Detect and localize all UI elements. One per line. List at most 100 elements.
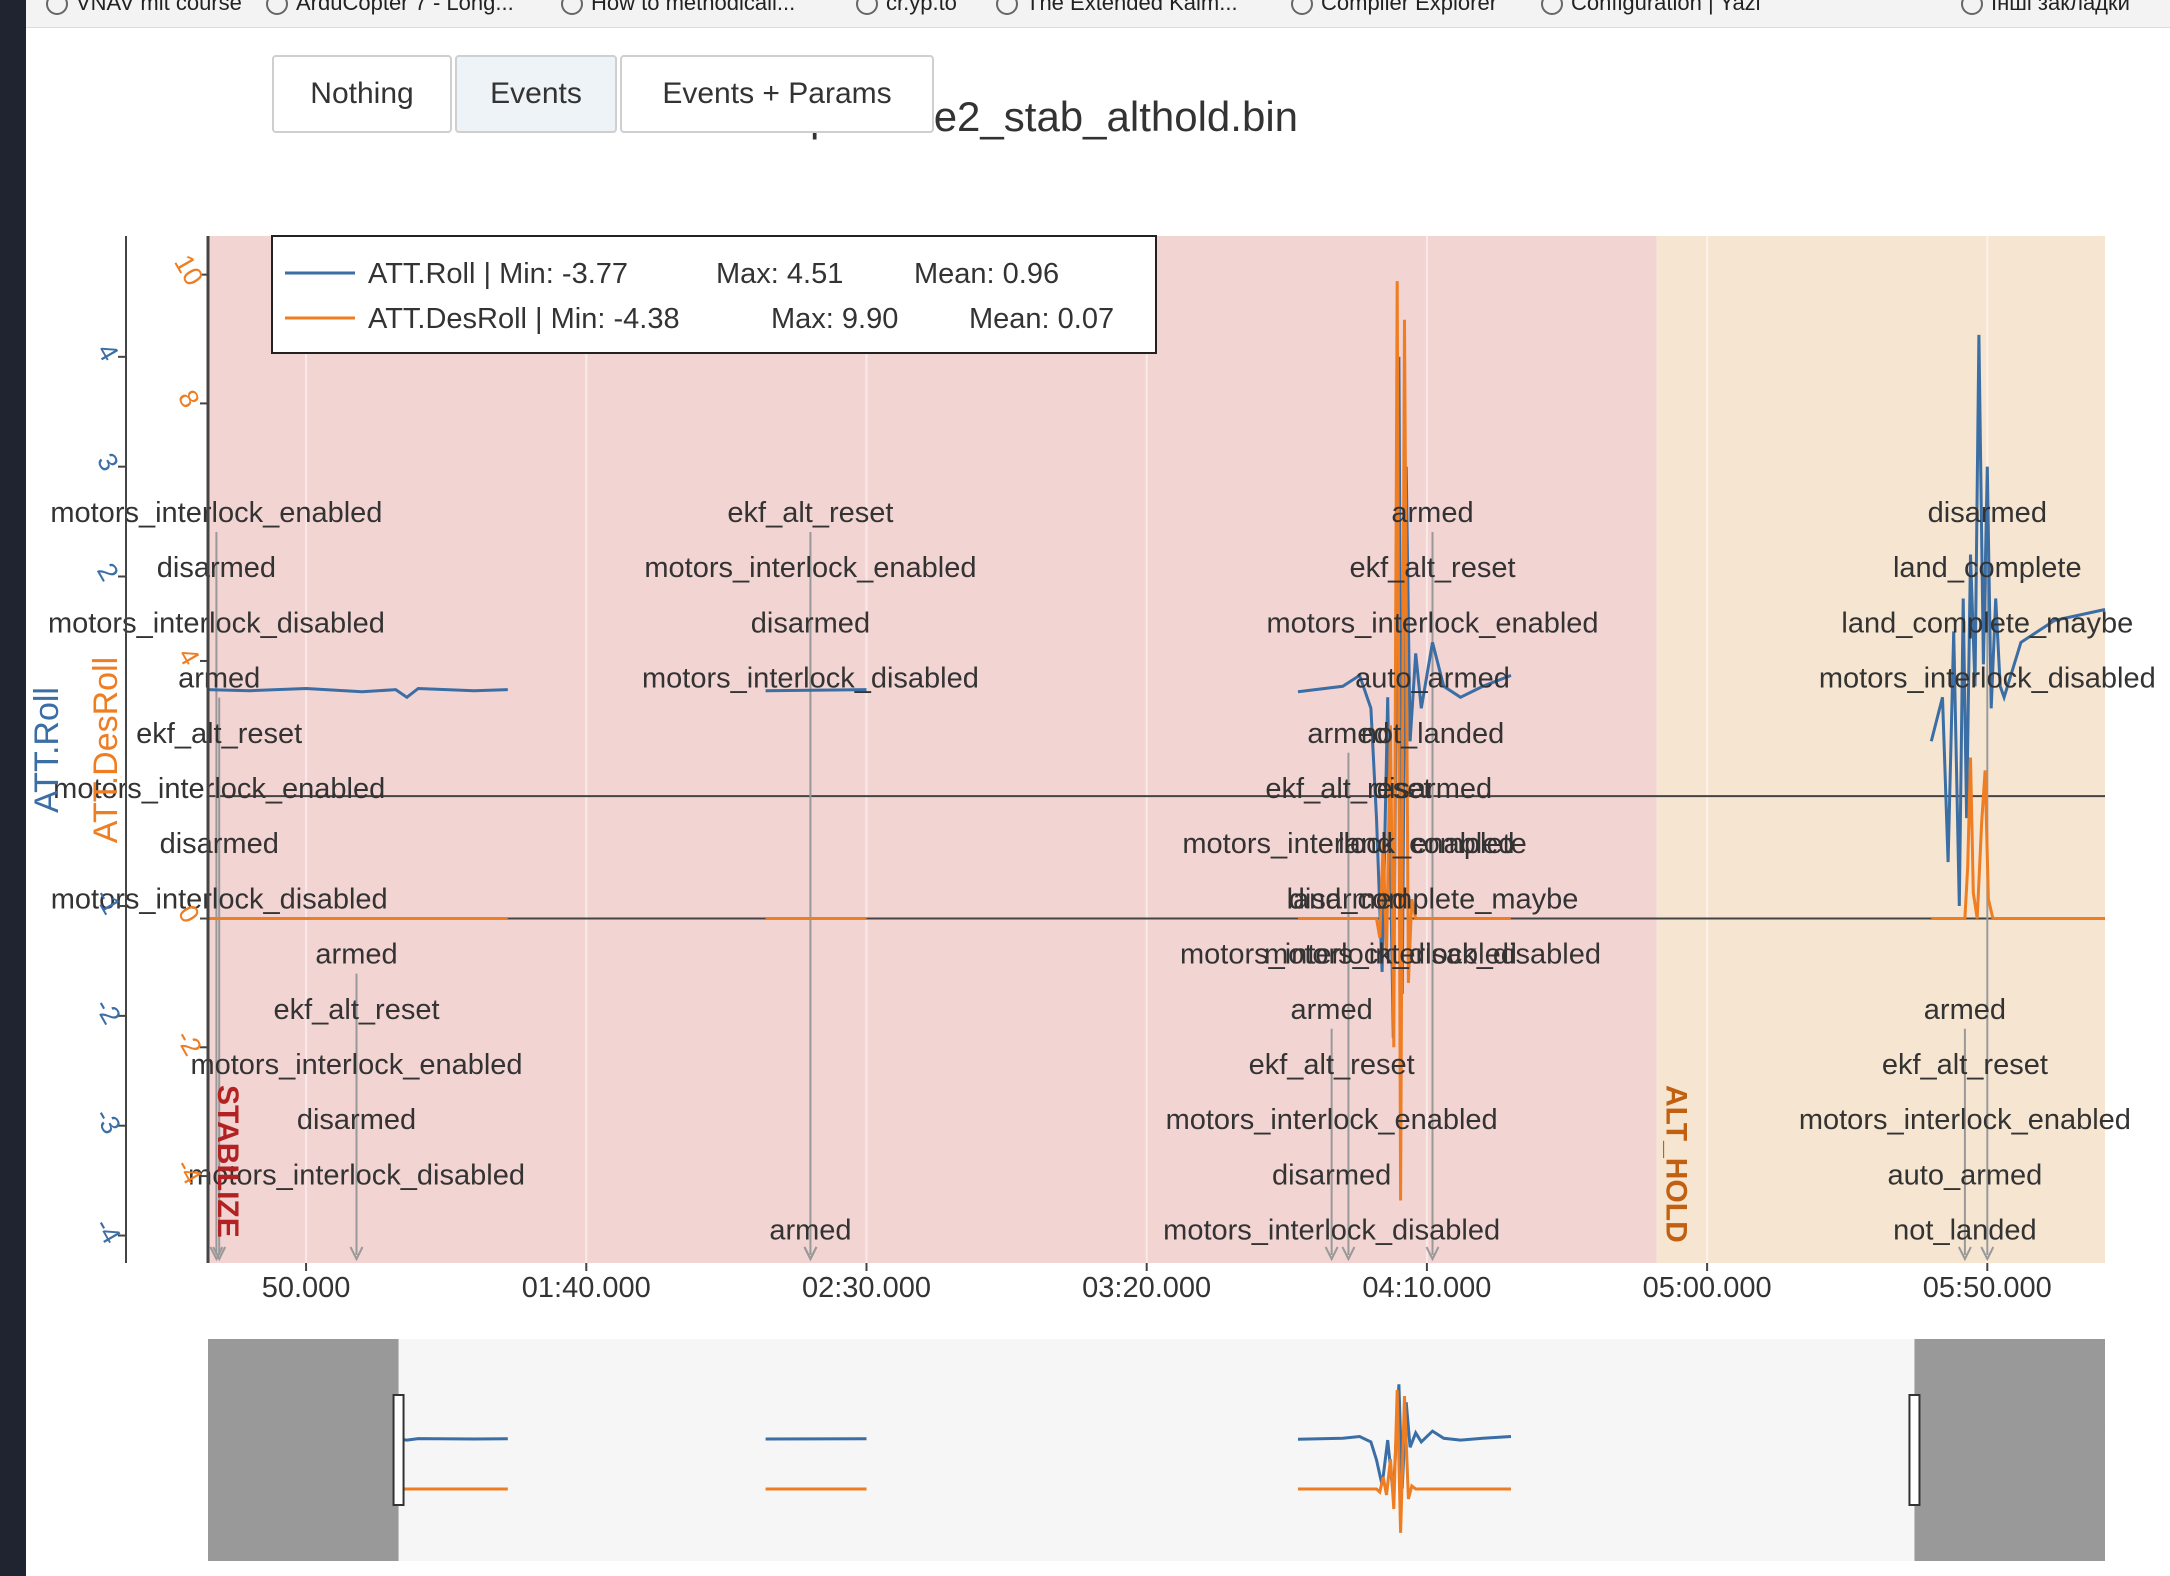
event-label: ekf_alt_reset — [1882, 1049, 2048, 1081]
bookmarks-bar: VNAV mit course ArduCopter 7 - Long... How… — [26, 0, 2170, 28]
x-tick-label: 05:00.000 — [1643, 1272, 1772, 1304]
mode-region — [208, 236, 1657, 1263]
bookmark-label: The Extended Kalm... — [1026, 0, 1238, 15]
event-arrow — [1341, 1246, 1356, 1262]
browser-sidebar — [0, 0, 26, 1576]
rangeslider-line — [1298, 1389, 1511, 1533]
bookmark-label: VNAV mit course — [76, 0, 242, 15]
x-tick-label: 03:20.000 — [1082, 1272, 1211, 1304]
event-label: disarmed — [157, 552, 276, 584]
event-label: armed — [1391, 497, 1473, 529]
y1-tick-label: -4 — [89, 1213, 127, 1249]
event-label: armed — [1291, 994, 1373, 1026]
event-label: not_landed — [1893, 1215, 2037, 1247]
bookmark-icon — [561, 0, 583, 16]
bookmark-icon — [46, 0, 68, 16]
bookmark-item[interactable]: Configuration | Yazi — [1541, 0, 1761, 16]
event-label: motors_interlock_disabled — [1819, 663, 2156, 695]
event-label: disarmed — [1289, 883, 1408, 915]
event-label: motors_interlock_enabled — [50, 497, 382, 529]
event-label: motors_interlock_enabled — [53, 773, 385, 805]
legend-entry-text: ATT.Roll | Min: -3.77 — [368, 258, 628, 290]
mode-label: ALT_HOLD — [1660, 1085, 1693, 1243]
event-label: auto_armed — [1355, 663, 1510, 695]
chart-legend: ATT.Roll | Min: -3.77 Max: 4.51 Mean: 0.96… — [271, 235, 1157, 354]
bookmark-item[interactable]: VNAV mit course — [46, 0, 242, 16]
series-line-att-desroll — [1298, 281, 1511, 1201]
bookmark-item[interactable]: Інші закладки — [1961, 0, 2130, 16]
globe-icon — [996, 0, 1018, 16]
bookmark-icon — [266, 0, 288, 16]
series-line-att-roll — [765, 688, 867, 693]
bookmark-item[interactable]: How to methodicall... — [561, 0, 795, 16]
bookmark-label: ArduCopter 7 - Long... — [296, 0, 514, 15]
rangeslider-mask-right — [1914, 1339, 2105, 1561]
bookmark-label: cr.yp.to — [886, 0, 957, 15]
rangeslider-handle[interactable] — [1908, 1394, 1921, 1506]
bookmark-label: Configuration | Yazi — [1571, 0, 1761, 15]
y1-axis-title: ATT.Roll — [28, 687, 66, 813]
event-arrow — [209, 1246, 224, 1262]
bookmark-item[interactable]: The Extended Kalm... — [996, 0, 1238, 16]
event-label: armed — [1924, 994, 2006, 1026]
x-tick-label: 05:50.000 — [1923, 1272, 2052, 1304]
y1-tick-label: -2 — [89, 993, 127, 1029]
y1-tick-label: -3 — [89, 1103, 127, 1139]
legend-entry-mean: Mean: 0.96 — [914, 258, 1059, 290]
event-label: ekf_alt_reset — [273, 994, 439, 1026]
event-label: disarmed — [160, 828, 279, 860]
bookmark-label: Compiler Explorer — [1321, 0, 1498, 15]
event-label: motors_interlock_enabled — [1266, 607, 1598, 639]
events-params-button[interactable]: Events + Params — [620, 55, 934, 133]
event-label: auto_armed — [1888, 1159, 2043, 1191]
y1-tick-label: 3 — [91, 448, 124, 476]
event-label: disarmed — [297, 1104, 416, 1136]
x-tick-label: 50.000 — [262, 1272, 351, 1304]
series-line-att-roll — [1929, 334, 2106, 907]
bookmark-item[interactable]: cr.yp.to — [856, 0, 957, 16]
event-label: motors_interlock_disabled — [1180, 939, 1517, 971]
bookmark-item[interactable]: Compiler Explorer — [1291, 0, 1497, 16]
event-arrow — [1958, 1246, 1972, 1262]
event-label: land_complete_maybe — [1841, 607, 2133, 639]
rangeslider-background — [208, 1339, 2105, 1561]
y2-tick-label: 8 — [172, 385, 205, 413]
event-label: motors_interlock_enabled — [1799, 1104, 2131, 1136]
globe-icon — [856, 0, 878, 16]
event-arrow — [349, 1246, 364, 1262]
event-label: not_landed — [1361, 718, 1505, 750]
y2-axis-title: ATT.DesRoll — [87, 657, 125, 843]
event-label: motors_interlock_disabled — [48, 607, 385, 639]
x-tick-label: 02:30.000 — [802, 1272, 931, 1304]
event-label: armed — [1307, 718, 1389, 750]
event-label: motors_interlock_enabled — [1166, 1104, 1498, 1136]
event-arrow — [1324, 1246, 1339, 1262]
rangeslider-handle[interactable] — [392, 1394, 405, 1506]
event-label: ekf_alt_reset — [136, 718, 302, 750]
event-label: land_complete — [1893, 552, 2082, 584]
event-label: ekf_alt_reset — [727, 497, 893, 529]
mode-region — [1656, 236, 2105, 1263]
bookmark-icon — [1541, 0, 1563, 16]
event-label: motors_interlock_disabled — [51, 883, 388, 915]
nothing-button[interactable]: Nothing — [272, 55, 452, 133]
event-label: disarmed — [751, 607, 870, 639]
y1-tick-label: 2 — [91, 558, 124, 586]
x-tick-label: 04:10.000 — [1362, 1272, 1491, 1304]
event-label: ekf_alt_reset — [1265, 773, 1431, 805]
event-label: armed — [315, 939, 397, 971]
event-arrow — [1425, 1246, 1440, 1262]
bookmark-icon — [1291, 0, 1313, 16]
legend-entry-max: Max: 9.90 — [771, 303, 898, 335]
event-label: disarmed — [1272, 1159, 1391, 1191]
legend-entry-text: ATT.DesRoll | Min: -4.38 — [368, 303, 680, 335]
event-label: ekf_alt_reset — [1249, 1049, 1415, 1081]
event-label: motors_interlock_disabled — [1163, 1215, 1500, 1247]
event-label: ekf_alt_reset — [1349, 552, 1515, 584]
bookmark-label: Інші закладки — [1991, 0, 2130, 15]
bookmark-item[interactable]: ArduCopter 7 - Long... — [266, 0, 514, 16]
events-button[interactable]: Events — [455, 55, 617, 133]
event-label: armed — [769, 1215, 851, 1247]
event-label: disarmed — [1373, 773, 1492, 805]
